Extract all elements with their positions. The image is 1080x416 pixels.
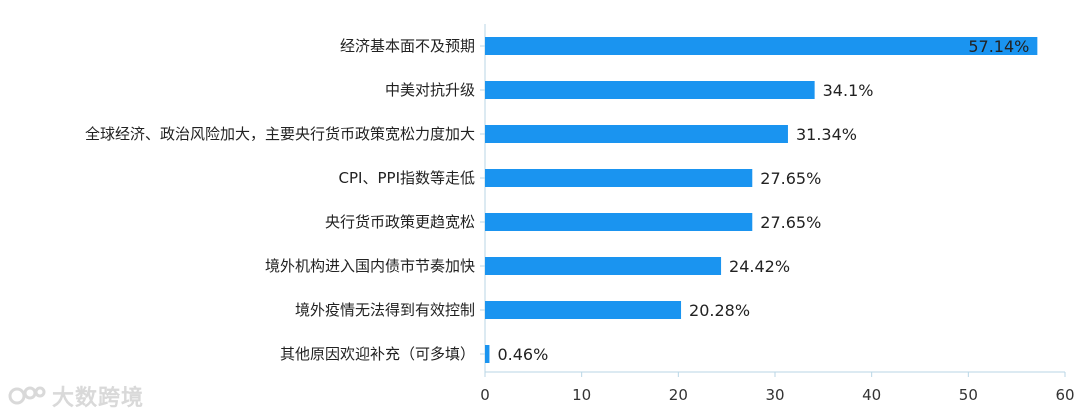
dashuju-logo-icon — [8, 386, 46, 405]
x-tick-label: 50 — [959, 386, 978, 404]
value-label: 27.65% — [760, 169, 821, 188]
x-tick-label: 10 — [572, 386, 591, 404]
value-label: 24.42% — [729, 257, 790, 276]
x-tick-label: 30 — [765, 386, 784, 404]
category-label: 境外机构进入国内债市节奏加快 — [265, 257, 475, 275]
bar — [485, 257, 722, 275]
category-label: 全球经济、政治风险加大，主要央行货币政策宽松力度加大 — [85, 125, 475, 143]
category-label: 境外疫情无法得到有效控制 — [295, 301, 475, 319]
value-label: 0.46% — [497, 345, 548, 364]
watermark: 大数跨境 — [8, 380, 144, 412]
bar — [485, 81, 815, 99]
bar — [485, 345, 490, 363]
bar — [485, 37, 1038, 55]
category-label: 中美对抗升级 — [385, 81, 475, 99]
value-label: 57.14% — [968, 37, 1029, 56]
category-label: 经济基本面不及预期 — [340, 37, 475, 55]
category-label: CPI、PPI指数等走低 — [339, 169, 475, 187]
x-tick-label: 0 — [480, 386, 490, 404]
value-label: 27.65% — [760, 213, 821, 232]
category-label: 其他原因欢迎补充（可多填） — [280, 345, 475, 363]
watermark-text: 大数跨境 — [52, 386, 145, 411]
value-label: 31.34% — [796, 125, 857, 144]
value-label: 34.1% — [823, 81, 874, 100]
bar — [485, 169, 753, 187]
category-label: 央行货币政策更趋宽松 — [325, 213, 475, 231]
bar — [485, 213, 753, 231]
x-tick-label: 20 — [669, 386, 688, 404]
bar — [485, 301, 682, 319]
value-label: 20.28% — [689, 301, 750, 320]
x-tick-label: 60 — [1055, 386, 1074, 404]
bar — [485, 125, 788, 143]
x-tick-label: 40 — [862, 386, 881, 404]
